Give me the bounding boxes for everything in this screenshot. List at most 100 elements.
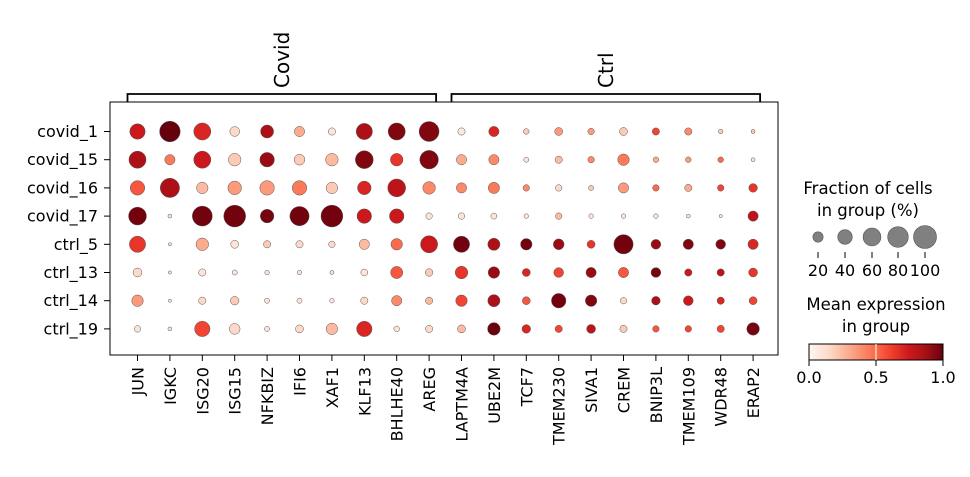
- dot-ctrl-5-erap2: [747, 238, 759, 250]
- dot-covid-1-ube2m: [488, 126, 500, 137]
- col-label-tcf7: TCF7: [517, 367, 536, 407]
- dot-ctrl-14-wdr48: [716, 296, 725, 305]
- dot-covid-16-ube2m: [488, 182, 500, 194]
- dot-ctrl-13-xaf1: [329, 270, 335, 275]
- dot-ctrl-5-bnip3l: [650, 239, 662, 250]
- dot-ctrl-14-siva1: [585, 294, 598, 307]
- dot-ctrl-5-jun: [129, 235, 146, 253]
- dot-covid-15-areg: [419, 150, 439, 170]
- dot-ctrl-19-tmem230: [554, 325, 563, 333]
- color-legend-title: Mean expression in group: [806, 295, 945, 336]
- dot-covid-17-tcf7: [523, 213, 529, 219]
- dot-covid-1-erap2: [750, 129, 756, 134]
- dot-ctrl-14-bnip3l: [651, 296, 661, 306]
- dot-covid-17-siva1: [588, 213, 594, 219]
- dot-ctrl-19-tcf7: [521, 324, 531, 334]
- dot-covid-17-tmem109: [686, 213, 691, 219]
- color-legend: Mean expression in group 0.0 0.5 1.0: [796, 295, 955, 387]
- dot-covid-15-ifi6: [293, 154, 306, 166]
- dot-ctrl-5-tmem109: [682, 238, 694, 250]
- dot-ctrl-13-nfkbiz: [264, 269, 270, 276]
- row-label-covid-17: covid_17: [27, 207, 98, 227]
- dot-covid-17-laptm4a: [458, 212, 465, 220]
- dot-ctrl-5-wdr48: [715, 239, 726, 250]
- dot-ctrl-5-ifi6: [295, 240, 304, 249]
- dot-covid-15-igkc: [164, 154, 176, 166]
- dot-covid-1-bhlhe40: [387, 122, 406, 141]
- dot-ctrl-13-wdr48: [716, 268, 725, 277]
- dot-ctrl-5-laptm4a: [453, 235, 470, 253]
- size-legend: Fraction of cells in group (%) 20 40 60 80 10…: [803, 179, 940, 280]
- dot-ctrl-14-jun: [131, 294, 144, 307]
- col-label-tmem109: TMEM109: [679, 367, 698, 446]
- dot-covid-16-bnip3l: [652, 184, 660, 192]
- dot-covid-17-isg20: [192, 205, 213, 227]
- dot-covid-1-crem: [619, 127, 628, 136]
- dot-ctrl-13-klf13: [360, 268, 368, 277]
- dot-ctrl-13-laptm4a: [454, 265, 469, 280]
- dot-covid-15-jun: [128, 150, 147, 169]
- dot-ctrl-5-bhlhe40: [390, 238, 403, 251]
- dot-covid-15-ube2m: [488, 154, 500, 166]
- col-label-igkc: IGKC: [161, 367, 180, 405]
- dot-ctrl-13-jun: [132, 267, 143, 278]
- dot-covid-17-xaf1: [320, 204, 344, 228]
- dot-covid-16-isg20: [196, 181, 209, 194]
- dot-ctrl-13-isg20: [198, 268, 207, 277]
- col-label-bhlhe40: BHLHE40: [388, 367, 407, 441]
- dot-covid-1-klf13: [355, 123, 373, 140]
- row-labels: covid_1 covid_15 covid_16 covid_17 ctrl_5ctr…: [27, 122, 110, 339]
- dot-ctrl-14-bhlhe40: [391, 295, 403, 307]
- dot-covid-15-bhlhe40: [390, 153, 404, 167]
- size-legend-dot-100: [913, 225, 937, 249]
- dot-ctrl-14-igkc: [168, 298, 172, 303]
- dot-covid-17-bnip3l: [653, 213, 659, 219]
- dot-ctrl-5-isg15: [230, 240, 239, 249]
- dot-ctrl-14-klf13: [360, 296, 369, 305]
- size-legend-label-80: 80: [888, 261, 908, 280]
- row-label-covid-16: covid_16: [27, 178, 98, 198]
- dot-covid-1-xaf1: [328, 127, 336, 136]
- dot-covid-16-crem: [618, 182, 629, 194]
- dot-ctrl-14-tmem109: [683, 295, 694, 306]
- size-legend-title: Fraction of cells in group (%): [803, 179, 932, 220]
- row-label-ctrl-5: ctrl_5: [54, 235, 98, 255]
- dot-ctrl-13-bnip3l: [650, 267, 662, 278]
- dot-covid-17-ube2m: [490, 212, 498, 220]
- size-legend-label-40: 40: [835, 261, 855, 280]
- dot-covid-15-crem: [617, 153, 630, 166]
- dot-ctrl-5-tcf7: [520, 238, 533, 251]
- col-label-isg20: ISG20: [193, 367, 212, 415]
- dot-ctrl-14-isg15: [230, 296, 240, 306]
- col-label-areg: AREG: [420, 367, 439, 412]
- col-label-ifi6: IFI6: [291, 367, 310, 396]
- row-label-ctrl-19: ctrl_19: [44, 319, 98, 339]
- col-label-siva1: SIVA1: [582, 367, 601, 413]
- group-label-covid: Covid: [270, 32, 294, 88]
- row-label-covid-15: covid_15: [27, 150, 98, 170]
- dot-covid-1-tmem109: [684, 127, 693, 136]
- col-label-erap2: ERAP2: [744, 367, 763, 418]
- dot-covid-17-ifi6: [289, 206, 310, 226]
- dot-ctrl-19-ube2m: [487, 322, 501, 336]
- dot-covid-17-areg: [425, 212, 433, 220]
- dot-ctrl-14-erap2: [748, 296, 758, 305]
- dot-ctrl-19-klf13: [356, 320, 373, 337]
- dot-covid-17-bhlhe40: [389, 208, 405, 224]
- dot-ctrl-13-crem: [618, 267, 629, 278]
- dot-covid-16-wdr48: [717, 184, 725, 192]
- column-group-brackets: Covid Ctrl: [126, 32, 761, 102]
- dot-covid-1-isg20: [193, 122, 212, 141]
- dot-ctrl-13-siva1: [585, 267, 597, 278]
- dot-covid-15-siva1: [587, 156, 595, 164]
- dot-covid-1-isg15: [229, 126, 240, 137]
- dot-ctrl-13-isg15: [231, 269, 238, 276]
- col-label-bnip3l: BNIP3L: [647, 367, 666, 423]
- row-label-ctrl-14: ctrl_14: [44, 291, 98, 311]
- dot-covid-17-crem: [620, 213, 627, 219]
- dot-ctrl-19-laptm4a: [457, 324, 466, 334]
- dot-ctrl-14-tmem230: [551, 293, 567, 309]
- col-label-ube2m: UBE2M: [485, 367, 504, 424]
- dot-covid-15-erap2: [750, 157, 756, 162]
